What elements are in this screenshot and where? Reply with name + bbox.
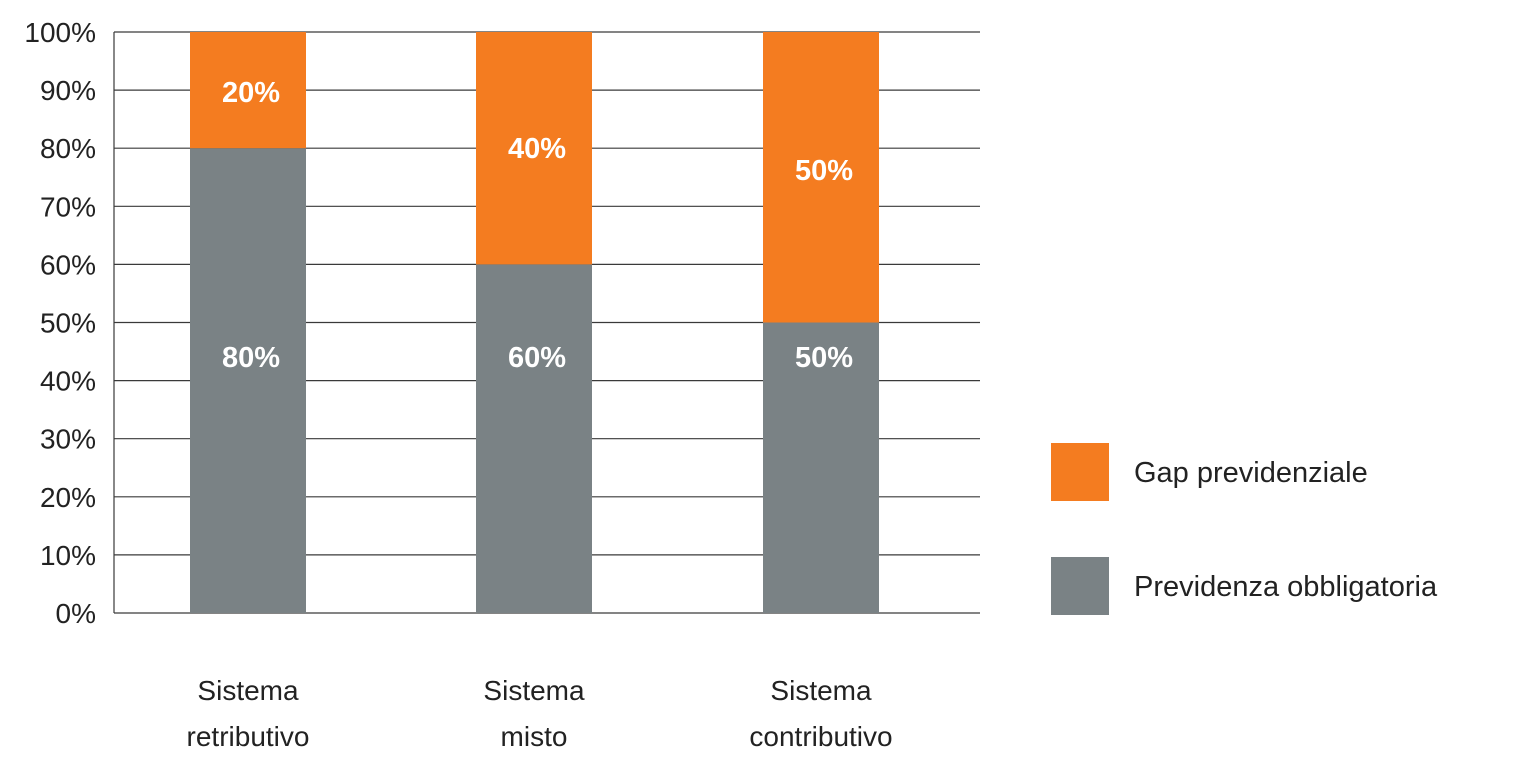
data-label: 80% bbox=[222, 342, 280, 374]
y-tick-label: 10% bbox=[40, 540, 96, 571]
legend-label: Previdenza obbligatoria bbox=[1134, 571, 1438, 603]
y-tick-label: 30% bbox=[40, 424, 96, 455]
y-tick-label: 100% bbox=[24, 17, 96, 48]
category-label: Sistema bbox=[770, 675, 872, 706]
y-tick-label: 20% bbox=[40, 482, 96, 513]
bar-segment bbox=[190, 148, 306, 613]
y-tick-label: 70% bbox=[40, 191, 96, 222]
legend: Gap previdenziale Previdenza obbligatoria bbox=[1051, 443, 1438, 615]
data-labels: 80% 60% 50% 20% 40% 50% bbox=[222, 77, 853, 374]
category-label: Sistema bbox=[197, 675, 299, 706]
legend-swatch bbox=[1051, 443, 1109, 501]
x-axis-categories: Sistema retributivo Sistema misto Sistema con… bbox=[187, 675, 893, 752]
y-tick-label: 60% bbox=[40, 249, 96, 280]
y-axis-ticks: 0% 10% 20% 30% 40% 50% 60% 70% 80% 90% 100% bbox=[24, 17, 96, 629]
bars bbox=[190, 32, 879, 613]
data-label: 40% bbox=[508, 133, 566, 165]
bar-segment bbox=[763, 322, 879, 613]
bar-segment bbox=[190, 32, 306, 149]
data-label: 50% bbox=[795, 155, 853, 187]
legend-label: Gap previdenziale bbox=[1134, 457, 1368, 489]
y-tick-label: 40% bbox=[40, 366, 96, 397]
data-label: 20% bbox=[222, 77, 280, 109]
y-tick-label: 50% bbox=[40, 308, 96, 339]
data-label: 60% bbox=[508, 342, 566, 374]
data-label: 50% bbox=[795, 342, 853, 374]
legend-swatch bbox=[1051, 557, 1109, 615]
category-label: Sistema bbox=[483, 675, 585, 706]
bar-segment bbox=[476, 32, 592, 265]
bar-segment bbox=[476, 264, 592, 613]
category-label: misto bbox=[501, 721, 568, 752]
y-tick-label: 0% bbox=[56, 598, 96, 629]
category-label: retributivo bbox=[187, 721, 310, 752]
category-label: contributivo bbox=[749, 721, 892, 752]
y-tick-label: 90% bbox=[40, 75, 96, 106]
y-tick-label: 80% bbox=[40, 133, 96, 164]
bar-segment bbox=[763, 32, 879, 323]
